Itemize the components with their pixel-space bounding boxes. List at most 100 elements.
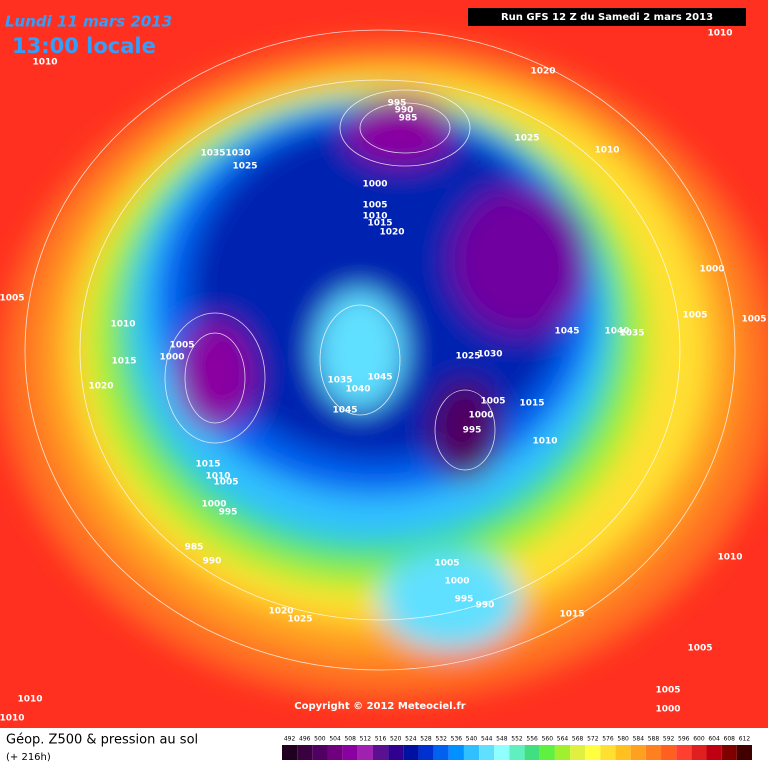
isobar-label: 1035 (327, 376, 352, 386)
isobar-label: 1015 (559, 610, 584, 620)
scale-swatch (691, 745, 707, 760)
scale-swatch (357, 745, 373, 760)
isobar-label: 1020 (88, 382, 113, 392)
scale-swatch (418, 745, 434, 760)
isobar-label: 1005 (682, 311, 707, 321)
isobar-label: 1000 (655, 705, 680, 715)
isobar-label: 990 (476, 601, 495, 611)
scale-swatch (297, 745, 313, 760)
scale-swatch (736, 745, 752, 760)
scale-label: 544 (481, 736, 493, 743)
scale-swatch (554, 745, 571, 760)
isobar-label: 1005 (362, 201, 387, 211)
scale-label: 528 (420, 736, 432, 743)
scale-label: 492 (284, 736, 296, 743)
isobar-label: 1025 (232, 162, 257, 172)
isobar-label: 990 (395, 106, 414, 116)
scale-label: 596 (678, 736, 690, 743)
scale-label: 516 (375, 736, 387, 743)
scale-label: 520 (390, 736, 402, 743)
scale-swatch (463, 745, 480, 760)
isobar-label: 1020 (379, 228, 404, 238)
scale-label: 536 (451, 736, 463, 743)
isobar-label: 1020 (268, 607, 293, 617)
scale-label: 500 (314, 736, 326, 743)
footer-title: Géop. Z500 & pression au sol (6, 733, 198, 748)
isobar-label: 1025 (514, 134, 539, 144)
scale-swatch (539, 745, 555, 760)
isobar-label: 1000 (699, 265, 724, 275)
isobar-label: 1010 (362, 212, 387, 222)
isobar-label: 1010 (0, 714, 25, 724)
isobar-label: 995 (463, 426, 482, 436)
scale-label: 504 (329, 736, 341, 743)
isobar-label: 1040 (604, 327, 629, 337)
scale-swatch (630, 745, 646, 760)
isobar-label: 1030 (225, 149, 250, 159)
scale-label: 592 (663, 736, 675, 743)
footer-lead: (+ 216h) (6, 752, 51, 763)
scale-swatch (645, 745, 662, 760)
scale-swatch (661, 745, 677, 760)
isobar-label: 1045 (554, 327, 579, 337)
scale-label: 584 (633, 736, 645, 743)
scale-swatch (327, 745, 343, 760)
scale-swatch (676, 745, 692, 760)
scale-swatch (600, 745, 616, 760)
scale-swatch (388, 745, 404, 760)
copyright: Copyright © 2012 Meteociel.fr (294, 701, 465, 712)
isobars (24, 29, 736, 671)
isobar-label: 1010 (17, 695, 42, 705)
scale-label: 560 (542, 736, 554, 743)
scale-swatch (585, 745, 601, 760)
color-scale: 492 496 500 504 508 512 516 520 524 528 532 536 540 5… (282, 736, 752, 760)
isobar-label: 1015 (195, 460, 220, 470)
isobar-label: 1035 (619, 329, 644, 339)
scale-label: 552 (511, 736, 523, 743)
isobar-label: 1015 (519, 399, 544, 409)
scale-label: 524 (405, 736, 417, 743)
isobar-label: 1025 (455, 352, 480, 362)
isobar-label: 1035 (200, 149, 225, 159)
run-box (468, 8, 746, 26)
isobar-label: 1015 (367, 219, 392, 229)
date: Lundi 11 mars 2013 (5, 13, 172, 31)
scale-swatch (524, 745, 540, 760)
isobar-label: 1005 (655, 686, 680, 696)
isobar-label: 1025 (287, 615, 312, 625)
isobar-label: 1015 (111, 357, 136, 367)
isobar-label: 1005 (434, 559, 459, 569)
isobar-label: 985 (399, 114, 418, 124)
scale-label: 576 (602, 736, 614, 743)
isobar-label: 1010 (594, 146, 619, 156)
isobar-label: 990 (203, 557, 222, 567)
scale-swatch (479, 745, 495, 760)
isobar-label: 985 (185, 543, 204, 553)
scale-swatch (342, 745, 358, 760)
isobar-label: 1000 (362, 180, 387, 190)
scale-swatch (312, 745, 328, 760)
isobar-label: 1010 (32, 58, 57, 68)
isobar-label: 1010 (110, 320, 135, 330)
isobar-label: 1010 (532, 437, 557, 447)
scale-swatch (509, 745, 525, 760)
scale-label: 608 (724, 736, 736, 743)
scale-label: 548 (496, 736, 508, 743)
scale-label: 508 (344, 736, 356, 743)
scale-swatch (448, 745, 464, 760)
scale-swatch (615, 745, 631, 760)
scale-label: 580 (617, 736, 629, 743)
isobar-label: 1005 (169, 341, 194, 351)
isobar-label: 1010 (717, 553, 742, 563)
isobar-label: 995 (455, 595, 474, 605)
isobar-label: 1020 (530, 67, 555, 77)
isobar-label: 1030 (477, 350, 502, 360)
scale-label: 600 (693, 736, 705, 743)
isobar-label: 1040 (345, 385, 370, 395)
isobar-label: 1000 (468, 411, 493, 421)
scale-swatch (282, 745, 298, 760)
isobar-label: 1010 (205, 472, 230, 482)
geopotential-field (0, 40, 768, 700)
scale-swatch (721, 745, 737, 760)
